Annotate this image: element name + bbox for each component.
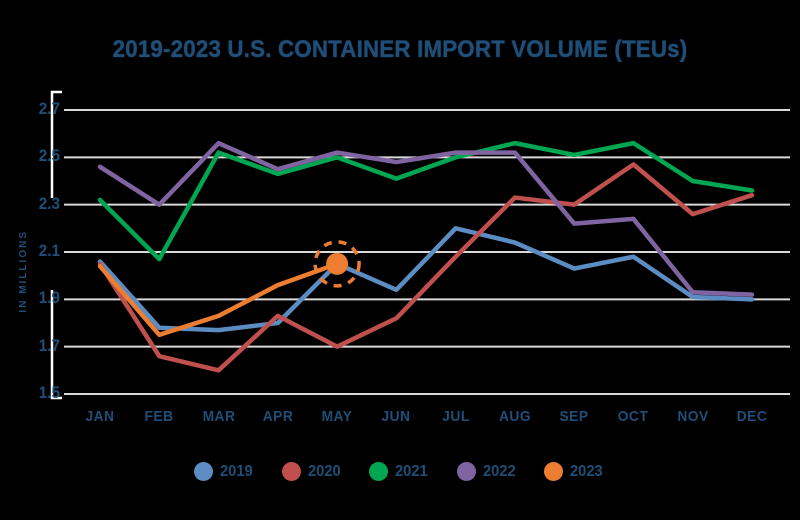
x-tick-label-jul: JUL [441,408,470,425]
gridlines [64,109,790,395]
chart-legend: 2019 2020 2021 2022 2023 [0,462,800,481]
x-tick-label-apr: APR [262,408,294,425]
legend-item-2019[interactable]: 2019 [194,462,256,481]
y-tick-label: 1.9 [38,288,60,308]
legend-label-2020: 2020 [307,462,341,480]
chart-title: 2019-2023 U.S. CONTAINER IMPORT VOLUME (… [112,36,688,63]
y-tick-label: 2.5 [38,146,60,166]
series-line-2023 [97,261,340,338]
x-tick-label-mar: MAR [202,408,235,425]
legend-swatch-2023-icon [544,462,564,481]
legend-label-2019: 2019 [220,462,253,480]
x-tick-label-nov: NOV [677,408,709,425]
legend-swatch-2019-icon [194,462,214,481]
legend-label-2022: 2022 [482,462,516,480]
legend-swatch-2020-icon [281,462,301,481]
series-lines [97,140,755,373]
legend-swatch-2021-icon [369,462,389,481]
y-tick-label: 1.5 [38,383,60,402]
series-line-2019 [97,226,755,333]
highlight-marker [313,240,361,288]
series-line-2022 [97,140,755,297]
y-tick-label: 2.3 [38,193,60,213]
x-tick-label-sep: SEP [559,408,589,425]
x-tick-label-dec: DEC [736,408,768,425]
series-line-2021 [97,140,755,262]
x-tick-label-feb: FEB [144,408,174,425]
x-tick-label-oct: OCT [618,408,649,425]
legend-label-2021: 2021 [395,462,428,480]
x-tick-label-aug: AUG [498,408,531,425]
y-tick-label: 2.1 [38,241,60,260]
x-tick-label-may: MAY [321,408,353,425]
legend-item-2021[interactable]: 2021 [369,462,431,481]
y-tick-label: 2.7 [38,99,60,118]
x-tick-label-jun: JUN [381,408,411,425]
highlight-dot [326,252,349,275]
highlight-dashed-ring [313,240,361,288]
y-axis-bracket [50,90,62,400]
legend-item-2023[interactable]: 2023 [544,462,606,481]
y-tick-label: 1.7 [38,335,60,355]
legend-label-2023: 2023 [570,462,604,480]
x-tick-label-jan: JAN [85,408,115,425]
legend-item-2022[interactable]: 2022 [456,462,519,481]
legend-swatch-2022-icon [456,462,476,481]
series-line-2020 [97,162,755,373]
legend-item-2020[interactable]: 2020 [281,462,344,481]
